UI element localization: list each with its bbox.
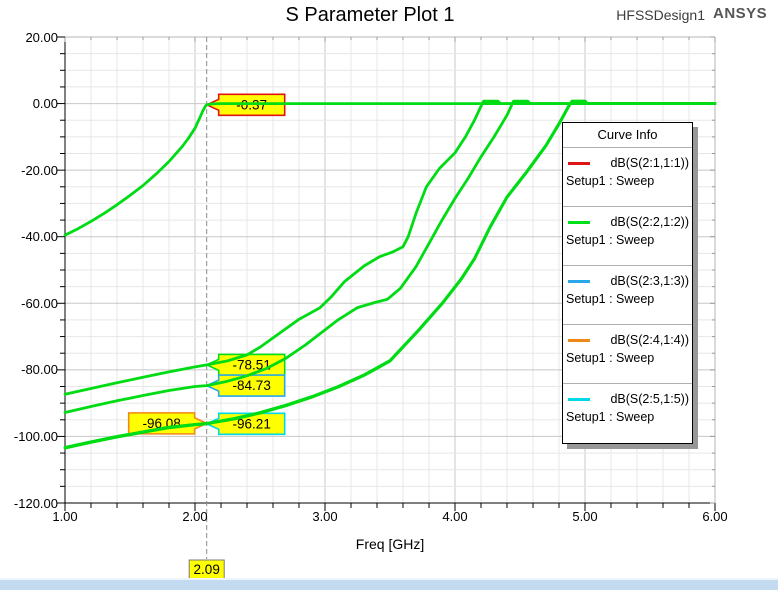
legend-entry[interactable]: dB(S(2:4,1:4)) Setup1 : Sweep bbox=[563, 324, 692, 383]
legend-entry-label: dB(S(2:1,1:1)) bbox=[610, 156, 689, 170]
y-tick-label: -60.00 bbox=[21, 295, 58, 311]
design-name: HFSSDesign1 bbox=[616, 7, 705, 23]
page-title: S Parameter Plot 1 bbox=[285, 4, 455, 26]
x-tick-label: 6.00 bbox=[702, 509, 728, 524]
legend-entry-label: dB(S(2:4,1:4)) bbox=[610, 333, 689, 347]
legend-entry[interactable]: dB(S(2:5,1:5)) Setup1 : Sweep bbox=[563, 383, 692, 442]
y-tick-label: -40.00 bbox=[21, 229, 58, 245]
marker-callout[interactable] bbox=[127, 412, 209, 435]
legend-entry-label: dB(S(2:3,1:3)) bbox=[610, 274, 689, 288]
trace-dB(S(2:5,1:5))[interactable] bbox=[63, 99, 717, 450]
trace-dB(S(2:3,1:3))[interactable] bbox=[63, 99, 717, 414]
y-tick-label: -120.00 bbox=[13, 495, 58, 511]
ansys-logo: ANSYS bbox=[713, 5, 768, 22]
marker-value: -78.51 bbox=[233, 357, 271, 372]
legend-entry[interactable]: dB(S(2:3,1:3)) Setup1 : Sweep bbox=[563, 265, 692, 324]
x-axis-title: Freq [GHz] bbox=[355, 536, 425, 552]
y-tick-label: 20.00 bbox=[25, 29, 58, 45]
legend-entry-setup: Setup1 : Sweep bbox=[566, 233, 655, 247]
y-tick-label: -80.00 bbox=[21, 362, 58, 378]
legend-line-sample bbox=[568, 397, 590, 401]
legend-line-sample bbox=[568, 279, 590, 283]
trace-dB(S(2:1,1:1))[interactable] bbox=[63, 102, 717, 237]
x-tick-label: 5.00 bbox=[572, 509, 598, 524]
legend-entry-label: dB(S(2:5,1:5)) bbox=[610, 392, 689, 406]
legend-title: Curve Info bbox=[597, 127, 658, 142]
marker-value: -96.21 bbox=[233, 416, 271, 431]
legend-line-sample bbox=[568, 338, 590, 342]
legend-entry-setup: Setup1 : Sweep bbox=[566, 174, 655, 188]
x-tick-label: 1.00 bbox=[52, 509, 78, 524]
legend-entry[interactable]: dB(S(2:2,1:2)) Setup1 : Sweep bbox=[563, 206, 692, 265]
marker-value: -84.73 bbox=[233, 378, 271, 393]
legend-box[interactable]: Curve Info dB(S(2:1,1:1)) Setup1 : Sweep d… bbox=[562, 122, 693, 444]
legend-entry-setup: Setup1 : Sweep bbox=[566, 351, 655, 365]
y-tick-label: -100.00 bbox=[13, 428, 58, 444]
x-tick-label: 4.00 bbox=[442, 509, 468, 524]
legend-entry[interactable]: dB(S(2:1,1:1)) Setup1 : Sweep bbox=[563, 147, 692, 206]
y-tick-label: -20.00 bbox=[21, 162, 58, 178]
trace-dB(S(2:2,1:2))[interactable] bbox=[63, 99, 717, 396]
legend-line-sample bbox=[568, 161, 590, 165]
y-tick-label: 0.00 bbox=[32, 96, 58, 112]
legend-line-sample bbox=[568, 220, 590, 224]
x-tick-label: 3.00 bbox=[312, 509, 338, 524]
x-tick-label: 2.00 bbox=[182, 509, 208, 524]
window-bottom-strip bbox=[0, 578, 778, 590]
legend-entry-setup: Setup1 : Sweep bbox=[566, 410, 655, 424]
legend-entry-label: dB(S(2:2,1:2)) bbox=[610, 215, 689, 229]
cursor-value: 2.09 bbox=[194, 562, 220, 577]
legend-entry-setup: Setup1 : Sweep bbox=[566, 292, 655, 306]
